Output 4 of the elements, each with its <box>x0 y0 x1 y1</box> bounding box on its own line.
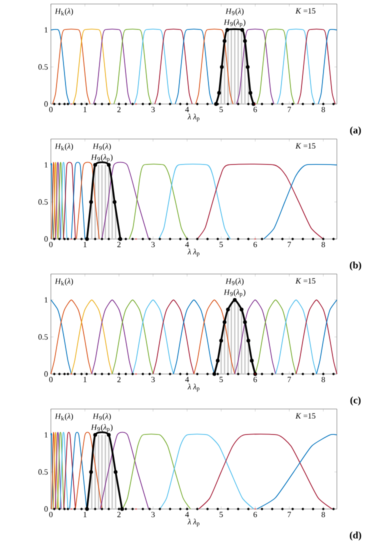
text: (b) <box>350 261 362 271</box>
text: (d) <box>350 531 362 541</box>
text: (c) <box>350 396 361 406</box>
text: (a) <box>350 126 361 136</box>
